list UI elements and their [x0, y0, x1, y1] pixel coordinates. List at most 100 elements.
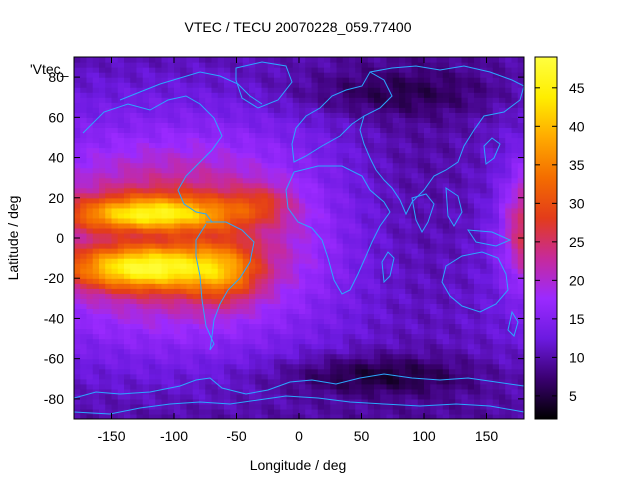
heatmap-cell — [499, 333, 506, 340]
heatmap-cell — [274, 212, 281, 219]
heatmap-cell — [342, 413, 350, 419]
heatmap-cell — [249, 338, 256, 345]
heatmap-cell — [117, 303, 125, 309]
heatmap-cell — [142, 67, 150, 73]
heatmap-cell — [236, 72, 244, 78]
heatmap-cell — [274, 107, 281, 113]
heatmap-cell — [436, 112, 444, 118]
heatmap-cell — [236, 142, 244, 149]
heatmap-cell — [105, 92, 113, 98]
heatmap-cell — [74, 403, 81, 410]
heatmap-cell — [417, 122, 425, 128]
heatmap-cell — [330, 212, 338, 219]
heatmap-cell — [130, 202, 138, 209]
heatmap-cell — [467, 57, 475, 63]
heatmap-cell — [142, 393, 150, 400]
heatmap-cell — [349, 172, 356, 179]
heatmap-cell — [224, 318, 231, 325]
heatmap-cell — [261, 403, 269, 410]
heatmap-cell — [80, 413, 88, 419]
heatmap-cell — [492, 353, 500, 360]
heatmap-cell — [386, 67, 394, 73]
heatmap-cell — [474, 373, 481, 380]
heatmap-cell — [355, 122, 363, 128]
heatmap-cell — [111, 127, 119, 134]
heatmap-cell — [74, 413, 81, 419]
heatmap-cell — [361, 363, 369, 370]
heatmap-cell — [280, 202, 288, 209]
heatmap-cell — [199, 222, 206, 229]
heatmap-cell — [342, 278, 350, 284]
heatmap-cell — [124, 328, 131, 335]
heatmap-cell — [305, 172, 313, 179]
heatmap-cell — [411, 343, 419, 350]
heatmap-cell — [392, 137, 400, 144]
heatmap-cell — [299, 323, 306, 330]
heatmap-cell — [111, 172, 119, 179]
heatmap-cell — [330, 273, 338, 279]
heatmap-cell — [249, 318, 256, 325]
heatmap-cell — [267, 408, 275, 415]
heatmap-cell — [242, 197, 250, 204]
heatmap-cell — [105, 333, 113, 340]
heatmap-cell — [336, 323, 344, 330]
heatmap-cell — [330, 182, 338, 189]
heatmap-cell — [255, 112, 263, 118]
heatmap-cell — [349, 72, 356, 78]
heatmap-cell — [236, 283, 244, 289]
heatmap-cell — [355, 368, 363, 375]
heatmap-cell — [217, 283, 225, 289]
heatmap-cell — [161, 348, 169, 355]
heatmap-cell — [236, 243, 244, 249]
heatmap-cell — [130, 87, 138, 93]
heatmap-cell — [124, 92, 131, 98]
heatmap-cell — [399, 127, 406, 134]
heatmap-cell — [105, 313, 113, 320]
heatmap-cell — [492, 192, 500, 199]
heatmap-cell — [411, 217, 419, 224]
heatmap-cell — [449, 127, 456, 134]
heatmap-cell — [167, 328, 175, 335]
heatmap-cell — [149, 378, 156, 385]
heatmap-cell — [136, 117, 144, 123]
heatmap-cell — [417, 303, 425, 309]
heatmap-cell — [436, 207, 444, 214]
heatmap-cell — [336, 248, 344, 254]
heatmap-cell — [392, 107, 400, 113]
heatmap-cell — [405, 388, 413, 395]
heatmap-cell — [267, 388, 275, 395]
heatmap-cell — [361, 263, 369, 269]
heatmap-cell — [224, 192, 231, 199]
heatmap-cell — [367, 413, 375, 419]
heatmap-cell — [92, 263, 100, 269]
heatmap-cell — [417, 187, 425, 194]
heatmap-cell — [317, 308, 325, 315]
heatmap-cell — [74, 278, 81, 284]
heatmap-cell — [417, 313, 425, 320]
heatmap-cell — [280, 157, 288, 164]
heatmap-cell — [236, 348, 244, 355]
heatmap-cell — [292, 122, 300, 128]
heatmap-cell — [124, 102, 131, 108]
heatmap-cell — [205, 348, 213, 355]
heatmap-cell — [380, 72, 388, 78]
heatmap-cell — [117, 147, 125, 154]
heatmap-cell — [499, 358, 506, 365]
heatmap-cell — [99, 207, 106, 214]
heatmap-cell — [461, 268, 469, 274]
heatmap-cell — [142, 243, 150, 249]
heatmap-cell — [180, 398, 188, 405]
heatmap-cell — [205, 403, 213, 410]
heatmap-cell — [280, 408, 288, 415]
heatmap-cell — [424, 238, 431, 244]
heatmap-cell — [292, 263, 300, 269]
heatmap-cell — [499, 303, 506, 309]
heatmap-cell — [130, 57, 138, 63]
heatmap-cell — [249, 232, 256, 239]
heatmap-cell — [186, 318, 194, 325]
heatmap-cell — [80, 207, 88, 214]
heatmap-cell — [386, 393, 394, 400]
heatmap-cell — [417, 197, 425, 204]
heatmap-cell — [317, 263, 325, 269]
heatmap-cell — [274, 293, 281, 299]
